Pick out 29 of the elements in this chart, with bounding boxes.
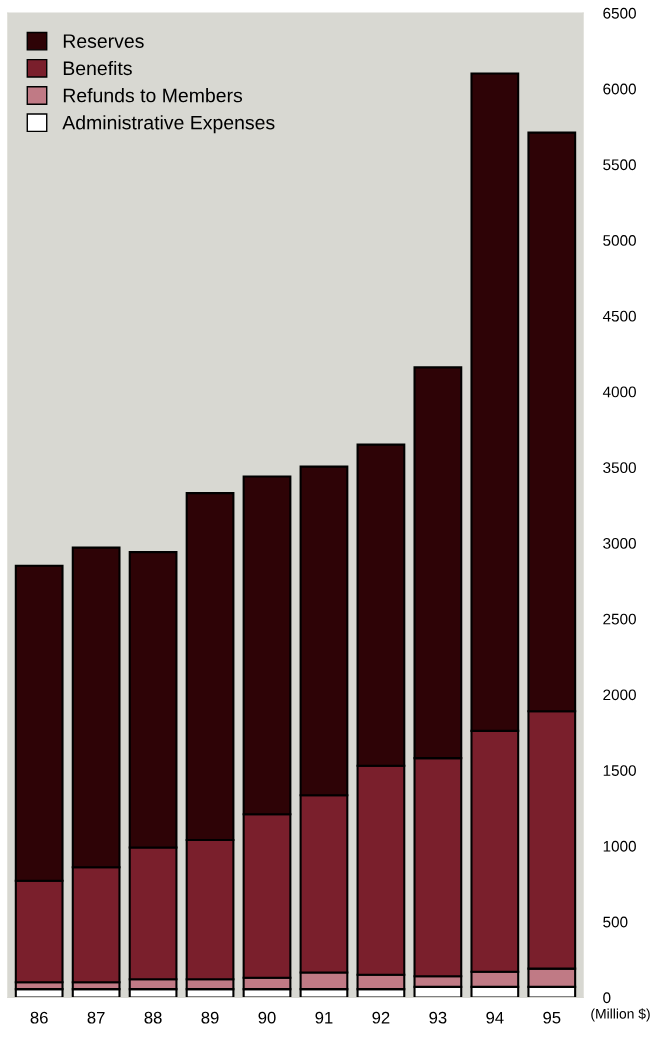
legend-label: Reserves: [63, 34, 144, 48]
legend-label: Benefits: [63, 60, 132, 76]
legend-label: Refunds to Members: [63, 88, 243, 103]
y-tick-label: 0: [603, 992, 611, 1004]
x-tick-label: 93: [429, 1011, 447, 1024]
y-tick-label: 5500: [603, 159, 636, 171]
x-tick-label: 87: [87, 1011, 105, 1024]
y-tick-label: 4000: [602, 386, 636, 398]
x-tick-label: 90: [258, 1011, 276, 1024]
y-tick-label: 6000: [603, 83, 636, 95]
legend-label: Administrative Expenses: [62, 115, 275, 134]
x-tick-label: 94: [486, 1011, 504, 1024]
y-axis-title: (Million $): [591, 1008, 650, 1022]
y-tick-label: 6500: [603, 7, 636, 19]
y-tick-label: 4500: [602, 310, 636, 322]
x-tick-label: 91: [315, 1011, 333, 1024]
x-tick-label: 86: [30, 1011, 48, 1024]
y-tick-label: 2500: [603, 613, 636, 625]
y-tick-label: 1000: [603, 840, 636, 852]
y-tick-label: 5000: [603, 235, 636, 246]
x-tick-label: 92: [372, 1011, 390, 1024]
x-tick-label: 88: [144, 1011, 162, 1024]
y-tick-label: 3000: [603, 537, 636, 549]
y-tick-label: 1500: [603, 765, 636, 776]
x-tick-label: 89: [201, 1011, 219, 1024]
y-tick-label: 3500: [603, 462, 636, 474]
y-tick-label: 2000: [603, 689, 636, 701]
x-tick-label: 95: [543, 1011, 561, 1024]
y-tick-label: 500: [603, 916, 628, 928]
